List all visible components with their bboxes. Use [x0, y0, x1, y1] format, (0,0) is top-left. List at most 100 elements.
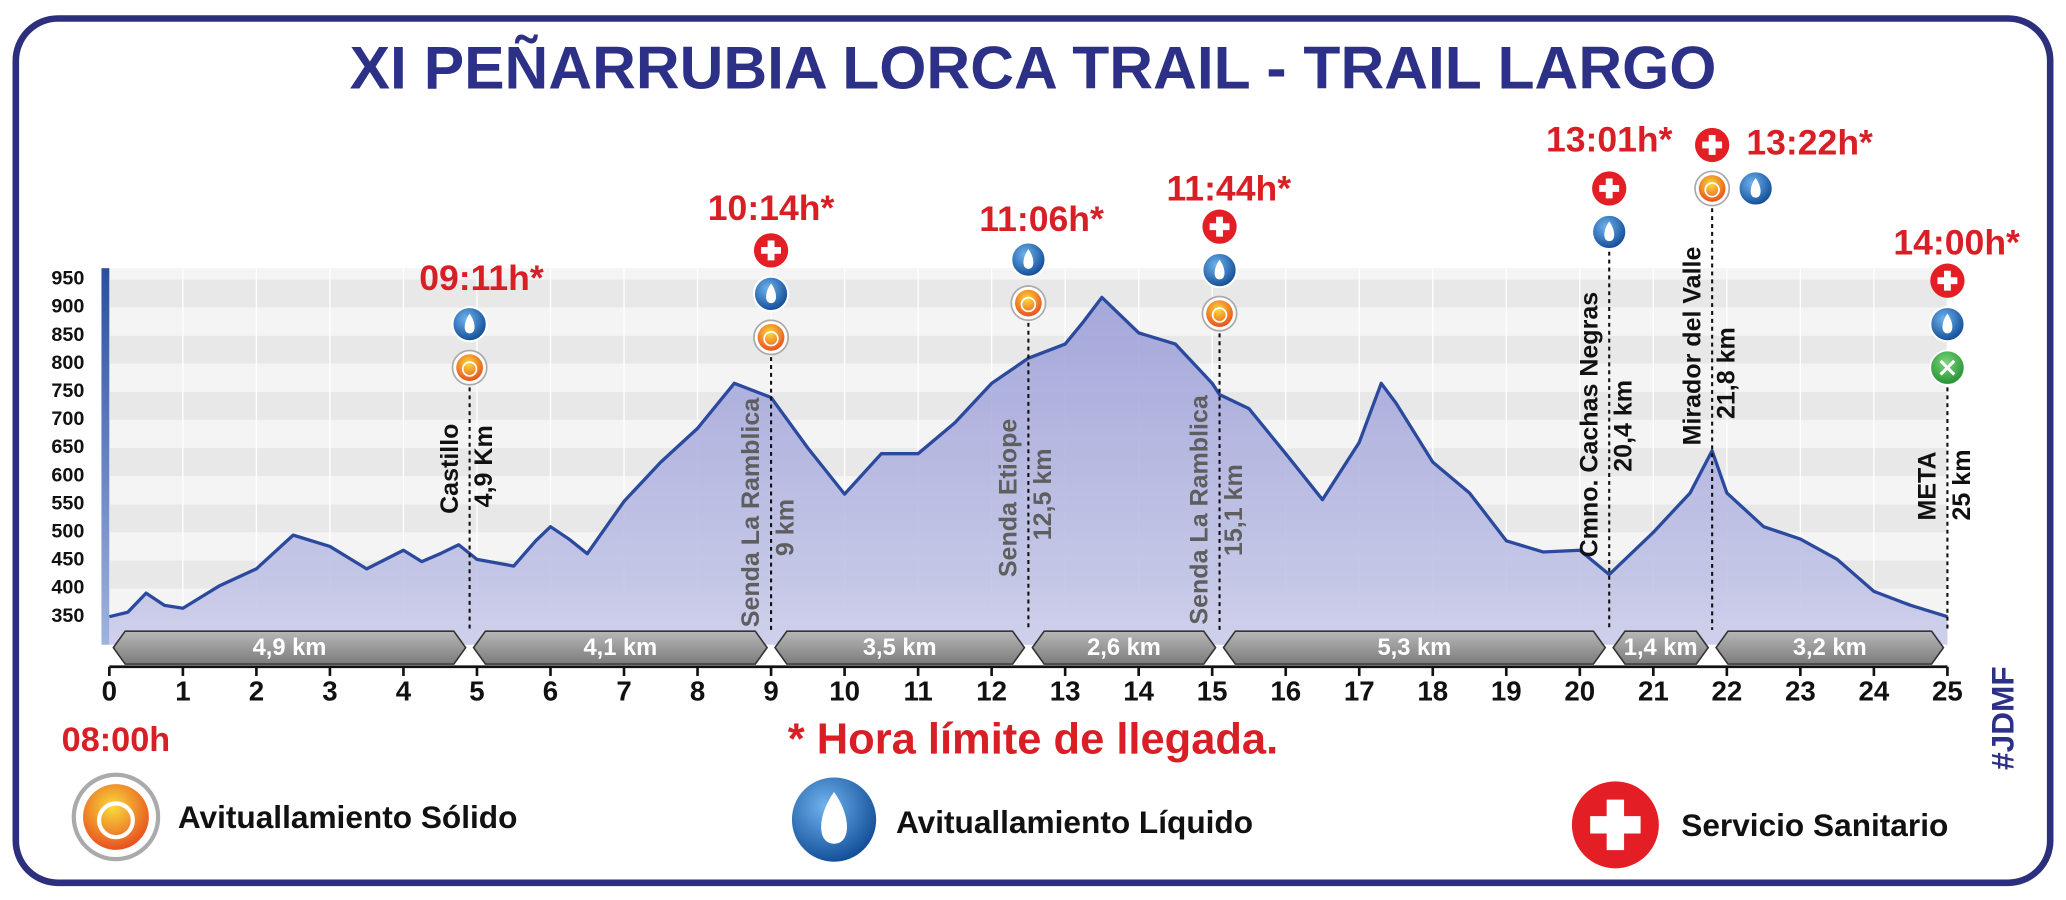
checkpoint-name: Mirador del Valle [1678, 246, 1706, 445]
icon-solid [1694, 170, 1731, 207]
icon-drop [766, 283, 777, 304]
segment [112, 630, 467, 665]
y-tick-label: 650 [51, 436, 84, 458]
icon-liquid [1010, 241, 1047, 278]
icon-drop [1023, 249, 1034, 269]
segment-label: 2,6 km [1087, 635, 1161, 661]
checkpoint-km: 9 km [771, 499, 799, 556]
icon-liquid [1591, 213, 1628, 251]
segment-label: 4,1 km [583, 635, 657, 661]
y-tick-label: 550 [51, 492, 84, 514]
icon-cross [1209, 216, 1230, 237]
icon-disc [1206, 300, 1233, 327]
x-tick-label: 7 [616, 675, 631, 706]
icon-solid [1010, 285, 1047, 322]
checkpoint-time: 09:11h* [419, 258, 544, 298]
icon-cross [1590, 799, 1641, 851]
icon-drop [1214, 259, 1225, 280]
checkpoint-km: 15,1 km [1220, 464, 1248, 556]
checkpoint-name: Castillo [436, 424, 464, 514]
checkpoint-time: 11:06h* [979, 199, 1104, 239]
x-tick-label: 10 [829, 675, 860, 706]
icon-drop [464, 313, 475, 334]
icon-solid [1201, 295, 1238, 332]
icon-disc [1015, 289, 1042, 317]
chart-title: XI PEÑARRUBIA LORCA TRAIL - TRAIL LARGO [350, 34, 1717, 102]
icon-liquid [752, 275, 790, 313]
y-tick-label: 900 [51, 296, 84, 318]
icon-liquid [1929, 306, 1966, 343]
checkpoint-name: Senda La Ramblica [737, 397, 765, 627]
icon-disc [83, 784, 149, 850]
icon-finish [1929, 349, 1966, 386]
y-tick-label: 500 [51, 521, 84, 543]
icon-medical [1571, 781, 1659, 869]
segment-label: 3,2 km [1793, 635, 1867, 661]
y-tick-label: 350 [51, 605, 84, 627]
y-tick-label: 800 [51, 352, 84, 374]
footnote: * Hora límite de llegada. [788, 715, 1278, 763]
icon-cross [1599, 178, 1620, 199]
segment [472, 630, 769, 665]
checkpoint-time: 13:01h* [1546, 120, 1673, 160]
x-tick-label: 2 [249, 675, 264, 706]
y-tick-label: 400 [51, 577, 84, 599]
x-tick-label: 13 [1050, 675, 1081, 706]
icon-medical [1592, 171, 1627, 206]
checkpoint-time: 14:00h* [1893, 223, 2020, 263]
x-tick-label: 6 [543, 675, 558, 706]
x-tick-label: 9 [763, 675, 778, 706]
x-tick-label: 24 [1859, 675, 1890, 706]
area-line [108, 295, 1948, 619]
x-tick-label: 8 [690, 675, 705, 706]
x-tick-label: 1 [175, 675, 190, 706]
legend-label: Servicio Sanitario [1681, 807, 1948, 843]
icon-medical [1695, 127, 1730, 163]
x-tick-label: 4 [396, 675, 412, 706]
icon-fruit [1704, 182, 1720, 198]
icon-x [1939, 359, 1956, 376]
segment-label: 4,9 km [253, 635, 327, 661]
area-fill [109, 297, 1948, 645]
icon-cross [761, 240, 781, 261]
segment-label: 3,5 km [863, 635, 937, 661]
icon-disc [1698, 175, 1726, 202]
x-tick-label: 14 [1123, 675, 1154, 706]
icon-liquid [451, 306, 488, 343]
icon-fruit [96, 801, 135, 840]
icon-fruit [763, 331, 779, 347]
icon-medical [1930, 263, 1965, 298]
icon-medical [753, 233, 789, 268]
x-tick-label: 15 [1197, 675, 1228, 706]
segment [1612, 630, 1710, 665]
segment [1222, 630, 1607, 665]
checkpoint-km: 25 km [1948, 450, 1976, 521]
icon-medical [1202, 209, 1237, 244]
segment [1031, 630, 1217, 665]
x-tick-label: 12 [976, 675, 1007, 706]
y-tick-label: 750 [51, 380, 84, 402]
icon-fruit [1211, 307, 1228, 323]
checkpoint-km: 21,8 km [1713, 327, 1741, 419]
icon-cross [1937, 270, 1958, 291]
legend-label: Avituallamiento Sólido [178, 799, 518, 835]
x-tick-label: 16 [1270, 675, 1301, 706]
segment-label: 1,4 km [1624, 635, 1698, 661]
x-tick-label: 23 [1785, 675, 1816, 706]
checkpoint-name: META [1914, 451, 1942, 520]
checkpoint-time: 10:14h* [708, 188, 835, 228]
icon-drop [1942, 313, 1953, 334]
icon-liquid [786, 772, 882, 868]
x-tick-label: 3 [322, 675, 337, 706]
icon-fruit [1020, 296, 1037, 313]
checkpoint-km: 20,4 km [1610, 380, 1638, 472]
signature: #JDMF [1985, 666, 2021, 770]
x-tick-label: 5 [469, 675, 484, 706]
icon-liquid [1737, 170, 1774, 207]
icon-solid [753, 319, 790, 356]
checkpoint-km: 4,9 Km [470, 425, 498, 507]
x-tick-label: 20 [1564, 675, 1595, 706]
